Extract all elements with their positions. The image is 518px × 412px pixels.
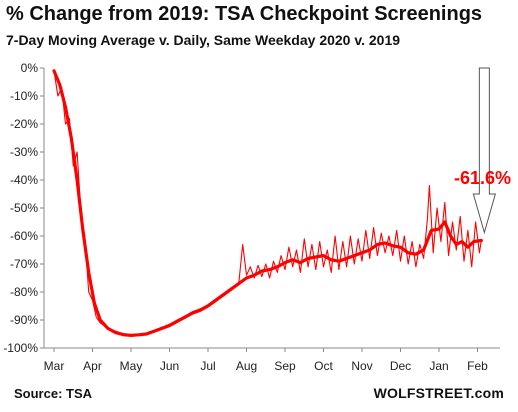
y-tick-label: -100% [3,341,38,355]
x-tick-label: Jul [200,359,215,373]
y-tick-label: -70% [10,257,38,271]
y-tick-label: -90% [10,313,38,327]
daily-line [53,70,482,337]
x-tick-label: Apr [83,359,102,373]
y-axis-ticks: 0% -10% -20% -30% -40% -50% -60% -70% -80% -90% -1… [3,61,38,355]
x-tick-label: Dec [390,359,411,373]
moving-average-line [52,69,483,337]
y-tick-label: -20% [10,117,38,131]
source-label: Source: TSA [14,386,93,401]
y-tick-label: -10% [10,89,38,103]
series-group [52,69,483,337]
brand-label: WOLFSTREET.com [373,385,504,401]
y-tick-label: -30% [10,145,38,159]
y-tick-label: -60% [10,229,38,243]
y-tick-label: -80% [10,285,38,299]
x-tick-label: Sep [274,359,296,373]
x-tick-label: Aug [236,359,257,373]
x-tick-label: May [120,359,143,373]
annotation-arrow [472,67,497,235]
y-tick-label: -40% [10,173,38,187]
x-tick-label: Jun [160,359,179,373]
y-tick-marks [40,67,44,349]
y-tick-label: 0% [21,61,39,75]
annotation-label: -61.6% [454,168,511,188]
x-tick-label: Oct [314,359,333,373]
y-tick-label: -50% [10,201,38,215]
arrow-outline [472,67,497,235]
x-tick-label: Mar [44,359,65,373]
x-tick-label: Nov [351,359,372,373]
x-tick-label: Jan [429,359,448,373]
x-tick-label: Feb [467,359,488,373]
x-axis-ticks: Mar Apr May Jun Jul Aug Sep Oct Nov Dec Jan Feb [44,348,488,373]
chart-subtitle: 7-Day Moving Average v. Daily, Same Week… [6,32,401,48]
chart-title: % Change from 2019: TSA Checkpoint Scree… [6,3,483,25]
